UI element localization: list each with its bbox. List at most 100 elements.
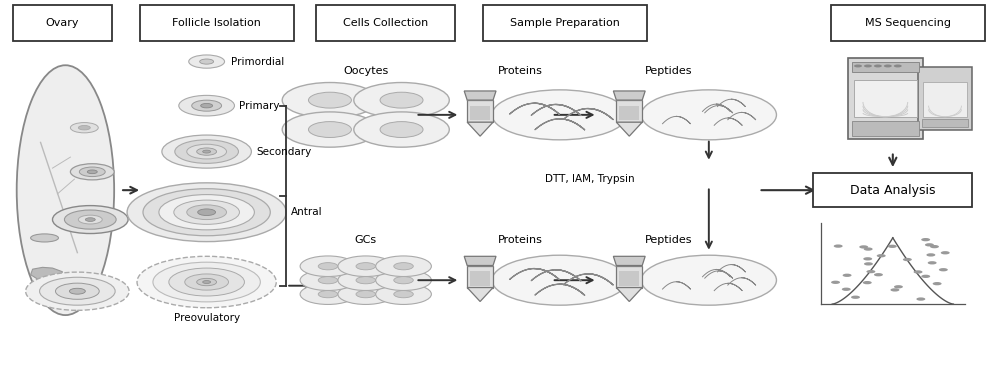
Circle shape — [376, 270, 431, 291]
Circle shape — [175, 140, 238, 163]
Text: Proteins: Proteins — [497, 235, 542, 245]
Circle shape — [338, 270, 394, 291]
Circle shape — [356, 291, 375, 298]
Circle shape — [894, 285, 903, 288]
Circle shape — [851, 295, 860, 299]
Circle shape — [300, 284, 356, 304]
Circle shape — [376, 256, 431, 276]
Text: Primary: Primary — [239, 101, 280, 111]
Circle shape — [914, 270, 923, 274]
Circle shape — [79, 167, 105, 176]
Circle shape — [864, 247, 873, 251]
Circle shape — [916, 297, 925, 301]
FancyBboxPatch shape — [140, 4, 294, 41]
Circle shape — [55, 283, 99, 299]
Polygon shape — [467, 122, 493, 136]
Circle shape — [884, 65, 892, 68]
Circle shape — [933, 282, 942, 285]
Text: GCs: GCs — [355, 235, 377, 245]
Circle shape — [921, 238, 930, 241]
Circle shape — [197, 278, 217, 286]
Text: Secondary: Secondary — [256, 147, 312, 157]
Polygon shape — [467, 288, 493, 301]
Circle shape — [641, 90, 776, 140]
Bar — [854, 80, 917, 117]
Bar — [467, 100, 493, 122]
Circle shape — [356, 263, 375, 270]
Bar — [923, 82, 967, 117]
Circle shape — [338, 256, 394, 276]
FancyBboxPatch shape — [831, 4, 985, 41]
Text: Oocytes: Oocytes — [343, 66, 388, 76]
Circle shape — [863, 281, 872, 284]
Circle shape — [641, 255, 776, 305]
Circle shape — [834, 244, 843, 248]
Text: Sample Preparation: Sample Preparation — [510, 18, 620, 28]
FancyBboxPatch shape — [483, 4, 647, 41]
Circle shape — [921, 275, 930, 278]
Circle shape — [492, 90, 627, 140]
Circle shape — [69, 288, 85, 294]
Ellipse shape — [31, 234, 58, 242]
Circle shape — [40, 277, 115, 305]
Circle shape — [354, 82, 449, 118]
Circle shape — [930, 245, 939, 248]
Circle shape — [356, 277, 375, 284]
Circle shape — [843, 274, 852, 277]
Circle shape — [300, 256, 356, 276]
Text: MS Sequencing: MS Sequencing — [865, 18, 951, 28]
Circle shape — [162, 135, 251, 168]
Circle shape — [70, 164, 114, 180]
Bar — [922, 119, 968, 126]
Circle shape — [888, 245, 897, 248]
Polygon shape — [31, 267, 62, 280]
Circle shape — [192, 100, 222, 111]
Circle shape — [70, 123, 98, 133]
Bar — [470, 271, 490, 286]
Circle shape — [187, 205, 227, 220]
Circle shape — [78, 215, 102, 224]
Circle shape — [198, 209, 216, 216]
Circle shape — [143, 189, 270, 236]
Polygon shape — [616, 288, 642, 301]
Circle shape — [137, 256, 276, 308]
Circle shape — [864, 262, 873, 266]
Circle shape — [394, 291, 413, 298]
Circle shape — [189, 55, 225, 68]
Text: Peptides: Peptides — [645, 66, 693, 76]
Bar — [616, 266, 642, 288]
Circle shape — [926, 253, 935, 257]
Circle shape — [127, 183, 286, 242]
Circle shape — [338, 284, 394, 304]
Circle shape — [376, 284, 431, 304]
Circle shape — [842, 288, 851, 291]
Circle shape — [318, 263, 338, 270]
Circle shape — [85, 218, 95, 222]
Bar — [619, 271, 639, 286]
Circle shape — [894, 65, 902, 68]
Bar — [470, 106, 490, 120]
Circle shape — [282, 112, 378, 147]
Circle shape — [394, 277, 413, 284]
Bar — [848, 58, 923, 139]
Polygon shape — [613, 256, 645, 266]
Bar — [619, 106, 639, 120]
Circle shape — [308, 92, 351, 108]
Circle shape — [282, 82, 378, 118]
Text: Preovulatory: Preovulatory — [174, 313, 240, 323]
Text: Follicle Isolation: Follicle Isolation — [172, 18, 261, 28]
Circle shape — [831, 280, 840, 284]
Bar — [616, 100, 642, 122]
Circle shape — [928, 261, 937, 264]
Text: Primordial: Primordial — [231, 57, 285, 66]
Ellipse shape — [17, 65, 114, 315]
Circle shape — [159, 195, 254, 230]
Circle shape — [78, 125, 90, 130]
Circle shape — [153, 262, 260, 302]
Circle shape — [380, 122, 423, 138]
Circle shape — [185, 274, 229, 290]
Text: DTT, IAM, Trypsin: DTT, IAM, Trypsin — [545, 174, 634, 184]
Circle shape — [854, 65, 862, 68]
Text: Data Analysis: Data Analysis — [850, 184, 936, 197]
Circle shape — [859, 245, 868, 248]
